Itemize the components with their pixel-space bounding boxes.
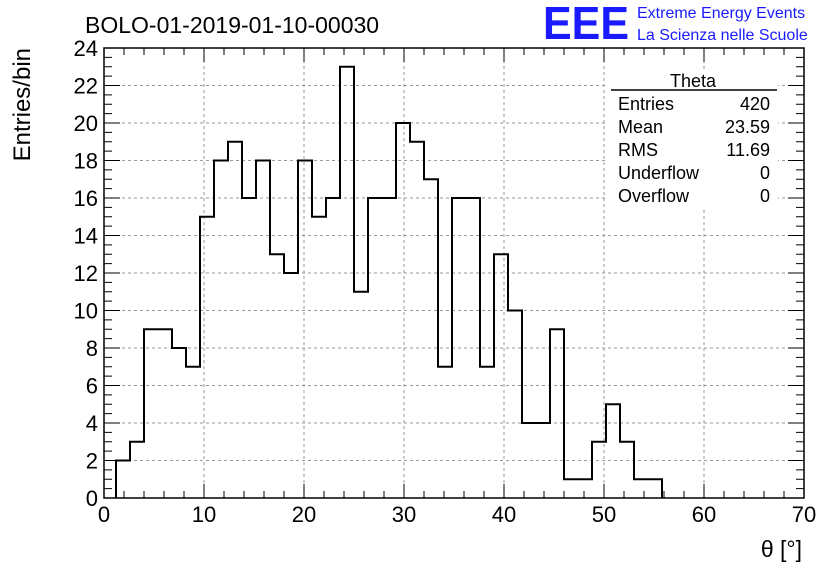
logo-line2: La Scienza nelle Scuole	[637, 27, 808, 44]
y-tick-label: 6	[86, 374, 98, 399]
x-tick-label: 70	[792, 502, 816, 527]
stats-value: 420	[740, 94, 770, 114]
histogram-bin	[494, 254, 508, 498]
y-tick-label: 2	[86, 449, 98, 474]
stats-label: Overflow	[618, 186, 690, 206]
stats-rows: Entries 420 Mean 23.59 RMS 11.69 Underflow 0 Ove…	[618, 94, 770, 206]
histogram-bins	[116, 67, 662, 498]
stats-value: 0	[760, 163, 770, 183]
y-tick-label: 22	[74, 74, 98, 99]
histogram-bin	[298, 161, 312, 499]
x-tick-label: 40	[492, 502, 516, 527]
histogram-bin	[606, 404, 620, 498]
histogram-bin	[564, 479, 578, 498]
histogram-bin	[578, 479, 592, 498]
y-axis-label: Entries/bin	[9, 48, 36, 161]
stats-value: 23.59	[725, 117, 770, 137]
histogram-bin	[438, 367, 452, 498]
y-tick-label: 10	[74, 299, 98, 324]
chart-title: BOLO-01-2019-01-10-00030	[85, 12, 379, 38]
stats-box-title: Theta	[670, 71, 717, 91]
histogram-bin	[228, 142, 242, 498]
y-tick-label: 14	[74, 224, 98, 249]
histogram-bin	[312, 217, 326, 498]
axis-ticks	[103, 47, 805, 499]
histogram-bin	[648, 479, 662, 498]
y-tick-label: 12	[74, 261, 98, 286]
histogram-bin	[410, 142, 424, 498]
histogram-bin	[508, 311, 522, 499]
histogram-bin	[256, 161, 270, 499]
stats-box: Theta Entries 420 Mean 23.59 RMS 11.69 Underfl…	[608, 71, 778, 210]
histogram-outline	[115, 65, 663, 498]
y-tick-label: 0	[86, 486, 98, 511]
eee-logo-mark: EEE	[543, 0, 629, 49]
y-tick-label: 8	[86, 336, 98, 361]
y-tick-label: 16	[74, 186, 98, 211]
x-tick-label: 50	[592, 502, 616, 527]
x-tick-label: 0	[98, 502, 110, 527]
x-tick-label: 60	[692, 502, 716, 527]
logo-line1: Extreme Energy Events	[637, 5, 805, 22]
histogram-bin	[158, 329, 172, 498]
y-tick-label: 24	[74, 36, 98, 61]
histogram-bin	[116, 461, 130, 499]
stats-value: 0	[760, 186, 770, 206]
stats-box-background	[608, 72, 778, 210]
y-tick-label: 18	[74, 149, 98, 174]
y-tick-label: 4	[86, 411, 98, 436]
stats-label: Mean	[618, 117, 663, 137]
histogram-bin	[200, 217, 214, 498]
x-axis-label: θ [°]	[761, 536, 802, 562]
stats-label: Underflow	[618, 163, 700, 183]
histogram-bin	[186, 367, 200, 498]
x-tick-label: 10	[192, 502, 216, 527]
histogram-bin	[130, 442, 144, 498]
y-tick-label: 20	[74, 111, 98, 136]
histogram-bin	[340, 67, 354, 498]
x-tick-label: 20	[292, 502, 316, 527]
stats-label: RMS	[618, 140, 658, 160]
histogram-bin	[144, 329, 158, 498]
histogram-bin	[620, 442, 634, 498]
x-tick-labels: 0 10 20 30 40 50 60 70	[98, 502, 816, 527]
histogram-bin	[550, 329, 564, 498]
eee-logo: EEE Extreme Energy Events La Scienza nel…	[543, 0, 808, 49]
histogram-bin	[424, 179, 438, 498]
histogram-bin	[214, 161, 228, 499]
histogram-bin	[634, 479, 648, 498]
histogram-bin	[270, 254, 284, 498]
histogram-bin	[354, 292, 368, 498]
x-tick-label: 30	[392, 502, 416, 527]
plot-frame	[103, 47, 805, 499]
stats-label: Entries	[618, 94, 674, 114]
histogram-bin	[480, 367, 494, 498]
stats-value: 11.69	[726, 140, 770, 160]
